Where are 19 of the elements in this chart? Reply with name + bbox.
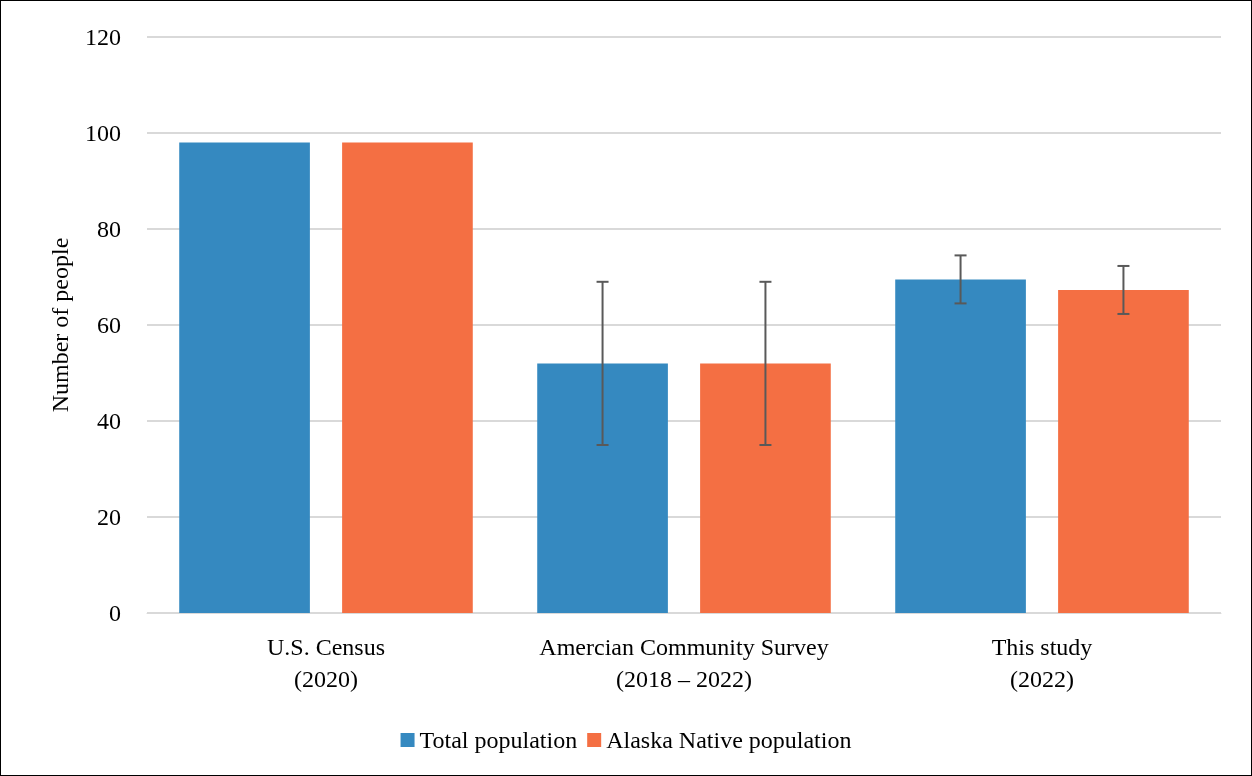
x-tick-label: This study (2022) [991,634,1093,692]
y-tick-label: 80 [97,216,121,242]
y-tick-label: 60 [97,312,121,338]
y-tick-label: 40 [97,408,121,434]
y-tick-label: 120 [85,24,121,50]
y-tick-label: 0 [109,600,121,626]
y-axis-title: Number of people [47,237,73,413]
bar [537,363,668,613]
bar [895,279,1026,613]
bar [700,363,831,613]
y-tick-label: 100 [85,120,121,146]
legend-label: Alaska Native population [606,727,852,753]
bar [1058,289,1189,613]
bar [179,142,310,613]
bar [342,142,473,613]
x-tick-label: Amercian Community Survey (2018 – 2022) [539,634,829,692]
legend-label: Total population [419,727,578,753]
x-tick-label: U.S. Census (2020) [266,634,386,692]
y-tick-label: 20 [97,504,121,530]
